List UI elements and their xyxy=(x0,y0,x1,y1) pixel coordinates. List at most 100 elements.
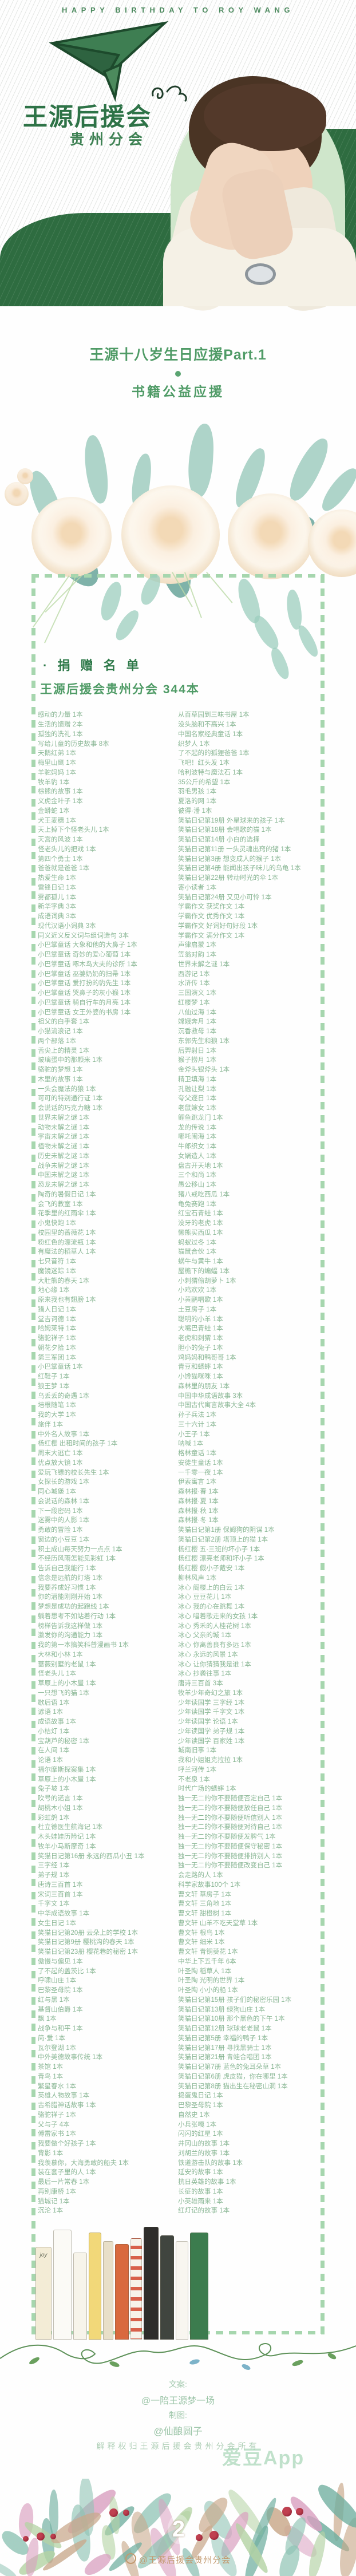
book-row: 我的大学 1本 孙子兵法 1本 xyxy=(31,1410,343,1420)
book-entry: 冰心 让你猜猜我是谁 1本 xyxy=(178,1661,251,1668)
book-row: 装在套子里的人 1本 延安的故事 1本 xyxy=(31,2167,343,2177)
book-entry: 乌丢丢的奇遇 1本 xyxy=(38,1392,90,1400)
book-row: 勇敢的冒险 1本 笑猫日记第1册 保姆狗的阴谋 1本 xyxy=(31,1525,343,1535)
book-row: 背影 1本 刘胡兰的故事 1本 xyxy=(31,2148,343,2158)
book-entry: 旅伴 1本 xyxy=(38,1421,64,1428)
book-row: 植物未解之谜 1本 牛郎织女 1本 xyxy=(31,1141,343,1151)
header-striped-background: HAPPY BIRTHDAY TO ROY WANG 王源后援会 贵州分会 xyxy=(0,0,356,317)
book-entry: 蔷薇别墅的老鼠 1本 xyxy=(38,1661,96,1668)
book-row: 呼啸山庄 1本 叶圣陶 光明的世界 1本 xyxy=(31,1976,343,1985)
book-entry: 世界未解之谜 1本 xyxy=(38,1114,90,1121)
book-row: 猫城记 1本 小英雄雨来 1本 xyxy=(31,2196,343,2206)
book-row: 青鸟 1本 笑猫日记第6册 虎皮猫，你在哪里 1本 xyxy=(31,2072,343,2081)
book-entry: 吹号的诺言 1本 xyxy=(38,1795,83,1803)
book-entry: 一千零一夜 1本 xyxy=(178,1469,223,1476)
book-row: 世界未解之谜 1本 鲤鱼跳龙门 1本 xyxy=(31,1113,343,1123)
book-entry: 爱玩飞镖的校长先生 1本 xyxy=(38,1469,109,1476)
book-entry: 兔子坡 1本 xyxy=(38,1785,70,1793)
book-entry: 骆驼祥子 1本 xyxy=(38,2111,77,2119)
book-spine xyxy=(144,2227,159,2340)
berry-shape xyxy=(296,2508,303,2515)
book-entry: 小馋猫咪咪 1本 xyxy=(178,1373,223,1381)
berry-shape xyxy=(209,2531,219,2540)
book-entry: 我羡慕你，大海勇敢的船夫 1本 xyxy=(38,2159,129,2167)
book-entry: 土豆房子 1本 xyxy=(178,1306,217,1313)
book-entry: 曹文轩 青铜葵花 1本 xyxy=(178,1949,238,1956)
book-entry: 积土成山每天努力一点点 1本 xyxy=(38,1546,122,1553)
book-row: 牧羊豹 1本 35公斤的希望 1本 xyxy=(31,777,343,787)
book-entry: 骆驼祥子 1本 xyxy=(38,1335,77,1342)
book-entry: 你的潜能刚刚开始 1本 xyxy=(38,1594,103,1601)
book-row: 中华成语故事 1本 曹文轩 甜橙树 1本 xyxy=(31,1909,343,1918)
book-row: 论语 1本 我和小姐姐克拉拉 1本 xyxy=(31,1755,343,1765)
book-row: 繁星春水 1本 笑猫日记第8册 猫出生在秘密山洞 1本 xyxy=(31,2081,343,2091)
book-entry: 彩虹鸽 1本 xyxy=(38,1814,70,1822)
book-row: 朝花夕拾 1本 胆小的兔子 1本 xyxy=(31,1343,343,1353)
book-entry: 小桔灯 1本 xyxy=(38,1728,70,1735)
book-entry: 聪明的小羊 1本 xyxy=(178,1315,223,1323)
book-entry: 福尔摩斯探案集 1本 xyxy=(38,1766,96,1773)
book-row: 现代汉语小词典 3本 学霸作文 好词好句好段 1本 xyxy=(31,921,343,931)
book-row: 小巴掌童话 巫婆奶奶的扫帚 1本 西游记 1本 xyxy=(31,969,343,978)
book-entry: 唐诗三百首 1本 xyxy=(38,1881,83,1888)
book-entry: 曹文轩 细米 1本 xyxy=(178,1939,225,1946)
book-row: 粉红色的漂流瓶 1本 蚂蚁过冬 1本 xyxy=(31,1237,343,1247)
book-row: 金蟒蛇 1本 彼得·潘 1本 xyxy=(31,806,343,816)
book-row: 原来我也有翅膀 1本 小黄鹂唱歌 1本 xyxy=(31,1295,343,1305)
book-entry: 小巴掌童话 大象和他的大鼻子 1本 xyxy=(38,942,137,949)
book-row: 天鹅红弟 1本 了不起的的狐狸爸爸 1本 xyxy=(31,748,343,758)
book-row: 同心城堡 1本 森林报·春 1本 xyxy=(31,1487,343,1496)
book-entry: 杨红樱 假小子戴安 1本 xyxy=(178,1565,245,1573)
book-row: 英雄人物故事 1本 捣蛋鬼日记 1本 xyxy=(31,2091,343,2100)
book-row: 草原上的小木屋 1本 唐诗三百首 3本 xyxy=(31,1678,343,1688)
book-row: 雷锋日记 1本 寄小读者 1本 xyxy=(31,883,343,892)
book-entry: 宋词三百首 1本 xyxy=(38,1891,83,1898)
book-entry: 青鸟 1本 xyxy=(38,2073,64,2080)
book-entry: 茶馆 1本 xyxy=(38,2064,64,2071)
book-row: 哈姆莱特 1本 大嘴巴青蛙 1本 xyxy=(31,1323,343,1333)
book-entry: 时代广场的蟋蟀 1本 xyxy=(178,1785,236,1793)
book-entry: 中外美德故事传统 1本 xyxy=(38,2054,103,2061)
book-entry: 八仙过海 1本 xyxy=(178,1009,217,1016)
book-entry: 小巴掌童话 女王外婆的书房 1本 xyxy=(38,1009,131,1016)
book-entry: 我的第一本搞笑科普漫画书 1本 xyxy=(38,1642,129,1649)
book-entry: 魔镜迷踪 1本 xyxy=(38,1267,77,1275)
book-row: 狼王梦 1本 森林里的朋友 1本 xyxy=(31,1381,343,1391)
book-entry: 榜样告诉我这样做 1本 xyxy=(38,1622,103,1630)
book-row: 周末大逃亡 1本 格林童话 1本 xyxy=(31,1448,343,1458)
book-row: 弟子规 1本 会走路的人 1本 xyxy=(31,1870,343,1880)
book-entry: 夏洛的网 1本 xyxy=(178,798,217,805)
book-entry: 天宫的风波 1本 xyxy=(38,836,83,844)
book-entry: 水浒传 1本 xyxy=(178,980,210,987)
book-entry: 千字文 1本 xyxy=(38,1901,70,1908)
book-entry: 第四个勇士 1本 xyxy=(38,855,83,863)
book-entry: 红鞋子 1本 xyxy=(38,1373,70,1381)
book-entry: 井冈山的故事 1本 xyxy=(178,2140,230,2148)
book-entry: 森林报·夏 1本 xyxy=(178,1498,219,1505)
book-entry: 小巴掌童话 骑自行车的月亮 1本 xyxy=(38,999,131,1006)
donation-list-subtitle: 王源后援会贵州分会 344本 xyxy=(40,683,200,696)
book-entry: 东郭先生和狼 1本 xyxy=(178,1037,230,1045)
book-row: 沉沦 1本 红灯记的故事 1本 xyxy=(31,2206,343,2215)
book-entry: 笑猫日记第20册 云朵上的学校 1本 xyxy=(38,1929,139,1937)
book-row: 怪老头儿 1本 冰心 抄袭往事 1本 xyxy=(31,1669,343,1678)
book-entry: 城南旧事 1本 xyxy=(178,1747,217,1755)
book-row: 乌丢丢的奇遇 1本 中国中华成语故事 3本 xyxy=(31,1390,343,1400)
bottom-watermark: @王源后援会贵州分会 xyxy=(0,2553,356,2566)
book-entry: 信念是远航的灯塔 1本 xyxy=(38,1574,103,1582)
book-entry: 雾都孤儿 1本 xyxy=(38,894,77,901)
watercolor-flowers-band xyxy=(0,401,356,601)
book-entry: 成语词典 3本 xyxy=(38,913,77,920)
list-box-border-right xyxy=(321,575,325,2334)
book-row: 父与子 4本 小兵张嘎 1本 xyxy=(31,2119,343,2129)
book-entry: 会走路的人 1本 xyxy=(178,1872,223,1879)
book-entry: 冰心 秀禾的人桂花树 1本 xyxy=(178,1622,251,1630)
book-entry: 简·爱 1本 xyxy=(38,2034,65,2042)
book-entry: 陶奇的暑假日记 1本 xyxy=(38,1191,96,1198)
book-entry: 同义近义反义词与组词造句 3本 xyxy=(38,932,129,939)
book-entry: 老鼠嫁女 1本 xyxy=(178,1105,217,1112)
book-row: 蔷薇别墅的老鼠 1本 冰心 让你猜猜我是谁 1本 xyxy=(31,1659,343,1669)
berry-shape xyxy=(282,2507,292,2516)
book-entry: 义虎金叶子 1本 xyxy=(38,798,83,805)
book-entry: 新华字典 3本 xyxy=(38,903,77,911)
